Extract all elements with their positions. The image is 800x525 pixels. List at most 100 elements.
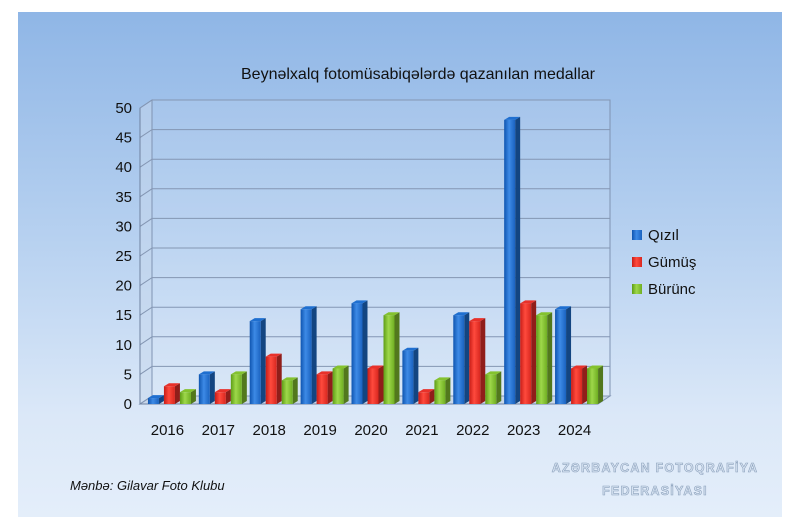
bar xyxy=(536,312,553,404)
chart-title: Beynəlxalq fotomüsabiqələrdə qazanılan m… xyxy=(241,66,596,83)
bar-front xyxy=(418,392,430,404)
bar-front xyxy=(332,368,344,404)
bar-top xyxy=(571,365,588,369)
bar xyxy=(230,371,247,404)
bar-front xyxy=(555,309,567,404)
bar-side xyxy=(429,389,435,404)
x-tick-label: 2024 xyxy=(558,422,591,439)
bar-top xyxy=(485,371,502,375)
bar-front xyxy=(587,368,599,404)
gridline xyxy=(139,217,610,227)
bar-side xyxy=(464,312,470,404)
bar-side xyxy=(343,365,349,404)
y-tick-label: 40 xyxy=(115,159,132,176)
bar-side xyxy=(515,116,521,404)
bar-top xyxy=(316,371,333,375)
bar-series xyxy=(147,116,604,404)
bar-top xyxy=(230,371,247,375)
bar-top xyxy=(555,306,572,310)
brand-line-1: AZƏRBAYCAN FOTOQRAFİYA xyxy=(552,460,759,475)
legend-label: Gümüş xyxy=(648,254,696,271)
bar xyxy=(571,365,588,404)
gridline xyxy=(139,129,610,139)
bar-top xyxy=(179,389,196,393)
bar-top xyxy=(351,300,368,304)
y-tick-label: 35 xyxy=(115,189,132,206)
bar xyxy=(147,395,164,404)
bar xyxy=(555,306,572,404)
y-axis-ticks: 0 5 10 15 20 25 30 35 40 45 50 xyxy=(115,100,132,413)
bar-front xyxy=(179,392,191,404)
bar xyxy=(587,365,604,404)
bar-top xyxy=(367,365,384,369)
bar-top xyxy=(383,312,400,316)
bar xyxy=(434,377,451,404)
gridline xyxy=(139,306,610,316)
bar-side xyxy=(260,318,266,404)
bar-front xyxy=(504,119,516,404)
legend-label: Qızıl xyxy=(648,227,679,244)
gridline xyxy=(139,158,610,168)
bar-side xyxy=(225,389,231,404)
y-tick-label: 45 xyxy=(115,130,132,147)
bar-side xyxy=(209,371,215,404)
y-tick-label: 0 xyxy=(124,396,132,413)
legend-swatch xyxy=(632,230,642,240)
bar-front xyxy=(249,321,261,404)
bar-front xyxy=(485,374,497,404)
x-tick-label: 2023 xyxy=(507,422,540,439)
x-axis-ticks: 2016 2017 2018 2019 2020 2021 2022 2023 2024 xyxy=(151,422,591,439)
bar-front xyxy=(163,386,175,404)
y-tick-label: 5 xyxy=(124,366,132,383)
bar xyxy=(316,371,333,404)
bar-front xyxy=(383,315,395,404)
bar-front xyxy=(265,356,277,404)
bar-top xyxy=(332,365,349,369)
bar xyxy=(402,347,419,404)
bar-front xyxy=(469,321,481,404)
bar xyxy=(351,300,368,404)
bar-front xyxy=(434,380,446,404)
legend-swatch xyxy=(632,257,642,267)
bar-top xyxy=(198,371,215,375)
bar-front xyxy=(281,380,293,404)
bar-side xyxy=(362,300,368,404)
legend-swatch xyxy=(632,284,642,294)
bar xyxy=(249,318,266,404)
bar-front xyxy=(571,368,583,404)
bar-top xyxy=(504,116,521,120)
bar-top xyxy=(163,383,180,387)
bar-top xyxy=(402,347,419,351)
bar-top xyxy=(453,312,470,316)
bar-front xyxy=(351,303,363,404)
bar-front xyxy=(300,309,312,404)
bar-front xyxy=(316,374,328,404)
bar-front xyxy=(147,398,159,404)
bar-side xyxy=(378,365,384,404)
y-tick-label: 50 xyxy=(115,100,132,117)
bar xyxy=(485,371,502,404)
x-tick-label: 2016 xyxy=(151,422,184,439)
bar-side xyxy=(566,306,572,404)
bar-top xyxy=(249,318,266,322)
bar-front xyxy=(214,392,226,404)
x-tick-label: 2022 xyxy=(456,422,489,439)
chart-panel: Beynəlxalq fotomüsabiqələrdə qazanılan m… xyxy=(18,12,782,517)
legend: Qızıl Gümüş Bürünc xyxy=(632,227,696,298)
bar-front xyxy=(367,368,379,404)
brand-line-2: FEDERASİYASI xyxy=(602,483,708,498)
bar xyxy=(332,365,349,404)
bar-top xyxy=(265,353,282,357)
gridline xyxy=(139,247,610,257)
bar-front xyxy=(402,350,414,404)
legend-label: Bürünc xyxy=(648,281,696,298)
y-tick-label: 25 xyxy=(115,248,132,265)
bar-front xyxy=(198,374,210,404)
bar-side xyxy=(174,383,180,404)
bar xyxy=(367,365,384,404)
bar xyxy=(453,312,470,404)
bar-chart: Beynəlxalq fotomüsabiqələrdə qazanılan m… xyxy=(70,66,759,498)
bar xyxy=(504,116,521,404)
bar-top xyxy=(469,318,486,322)
bar-front xyxy=(230,374,242,404)
